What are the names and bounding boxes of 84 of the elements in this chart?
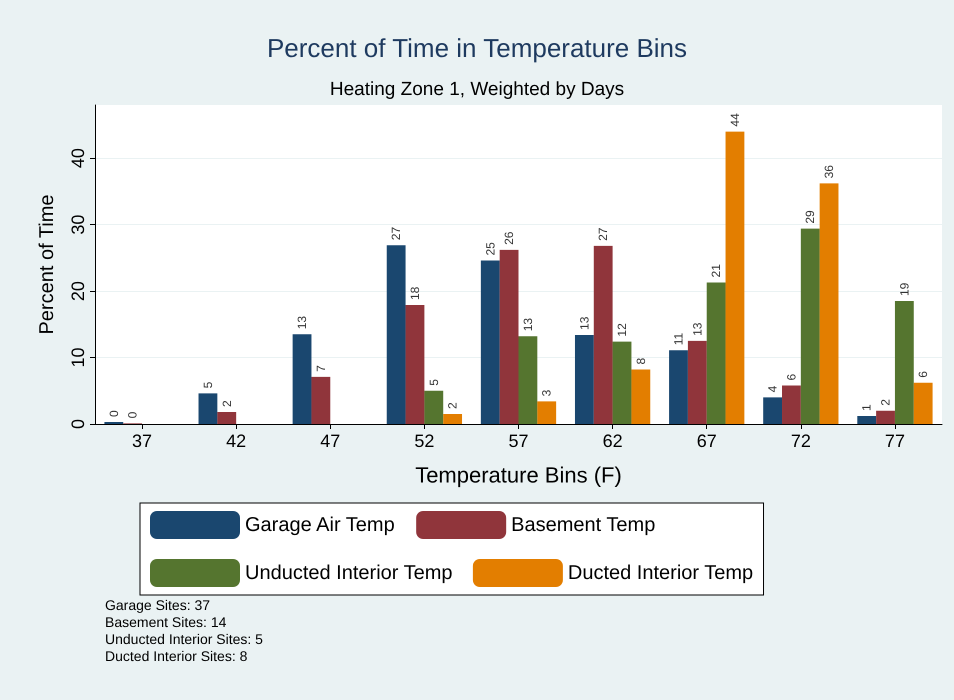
data-label: 2 bbox=[220, 400, 234, 408]
bar bbox=[688, 340, 707, 424]
data-label: 13 bbox=[295, 316, 310, 330]
bar bbox=[800, 228, 820, 424]
data-label: 0 bbox=[106, 410, 121, 418]
text: Garage Sites: 37 bbox=[105, 597, 210, 613]
text: Basement Sites: 14 bbox=[105, 614, 227, 630]
data-label: 29 bbox=[803, 210, 818, 224]
data-label: 19 bbox=[897, 282, 912, 296]
x-tick-label: 77 bbox=[884, 431, 905, 451]
data-label: 6 bbox=[784, 373, 798, 380]
data-label: 8 bbox=[634, 358, 648, 365]
data-label: 26 bbox=[502, 231, 516, 245]
bar bbox=[424, 390, 444, 424]
text: Unducted Interior Sites: 5 bbox=[105, 631, 264, 647]
y-tick-label: 40 bbox=[68, 148, 88, 168]
legend-label: Ducted Interior Temp bbox=[568, 562, 754, 584]
data-label: 13 bbox=[690, 322, 704, 336]
bar bbox=[706, 282, 726, 424]
chart-subtitle: Heating Zone 1, Weighted by Days bbox=[330, 79, 624, 100]
bar bbox=[914, 382, 933, 424]
data-label: 21 bbox=[709, 264, 724, 278]
legend-label: Basement Temp bbox=[511, 514, 656, 536]
x-tick-label: 62 bbox=[602, 431, 623, 451]
x-tick-label: 47 bbox=[320, 431, 340, 451]
data-label: 4 bbox=[766, 385, 780, 392]
bar bbox=[292, 334, 312, 424]
data-label: 6 bbox=[916, 370, 930, 378]
bar bbox=[518, 336, 538, 424]
bar bbox=[894, 301, 914, 424]
data-label: 36 bbox=[822, 164, 836, 178]
y-tick-label: 30 bbox=[68, 214, 88, 235]
bar bbox=[386, 245, 406, 424]
bar bbox=[782, 385, 801, 424]
bar bbox=[574, 334, 594, 424]
data-label: 44 bbox=[728, 112, 742, 127]
bar bbox=[726, 132, 744, 424]
bar bbox=[480, 260, 500, 424]
y-axis-title: Percent of Time bbox=[36, 194, 58, 335]
legend-label: Unducted Interior Temp bbox=[245, 562, 453, 584]
x-tick-label: 52 bbox=[414, 431, 434, 451]
bar bbox=[820, 183, 838, 424]
data-label: 27 bbox=[596, 227, 610, 241]
bar bbox=[500, 250, 518, 424]
legend-label: Garage Air Temp bbox=[245, 514, 395, 536]
bar bbox=[594, 246, 613, 424]
bar bbox=[311, 376, 330, 424]
bar bbox=[876, 410, 895, 424]
data-label: 12 bbox=[615, 322, 630, 337]
data-label: 1 bbox=[860, 404, 874, 412]
data-label: 7 bbox=[314, 364, 328, 372]
data-label: 18 bbox=[408, 286, 422, 300]
data-label: 27 bbox=[389, 226, 404, 240]
bar bbox=[763, 397, 782, 424]
data-label: 25 bbox=[483, 242, 498, 256]
chart-title: Percent of Time in Temperature Bins bbox=[266, 33, 688, 63]
bar bbox=[443, 414, 462, 424]
x-tick-label: 57 bbox=[508, 431, 529, 451]
bar bbox=[406, 305, 424, 424]
data-label: 5 bbox=[200, 381, 215, 388]
x-axis-title: Temperature Bins (F) bbox=[415, 462, 622, 488]
data-label: 3 bbox=[540, 389, 554, 396]
data-label: 5 bbox=[426, 378, 441, 386]
bar bbox=[537, 401, 556, 424]
bar bbox=[857, 416, 876, 424]
bar bbox=[669, 350, 688, 424]
x-tick-label: 42 bbox=[226, 431, 246, 451]
bar bbox=[631, 370, 650, 424]
x-tick-label: 72 bbox=[790, 431, 811, 451]
text: Ducted Interior Sites: 8 bbox=[105, 648, 248, 664]
data-label: 2 bbox=[878, 398, 893, 406]
data-label: 13 bbox=[520, 318, 535, 332]
data-label: 11 bbox=[671, 332, 686, 346]
data-label: 13 bbox=[577, 316, 592, 330]
bar bbox=[217, 412, 236, 424]
data-label: 0 bbox=[126, 411, 140, 418]
x-tick-label: 37 bbox=[132, 431, 152, 451]
bar bbox=[612, 342, 632, 424]
data-label: 2 bbox=[446, 402, 460, 410]
x-tick-label: 67 bbox=[696, 431, 717, 451]
bar bbox=[198, 393, 218, 424]
y-tick-label: 10 bbox=[68, 348, 88, 368]
y-tick-label: 20 bbox=[68, 281, 88, 302]
y-tick-label: 0 bbox=[68, 418, 88, 430]
